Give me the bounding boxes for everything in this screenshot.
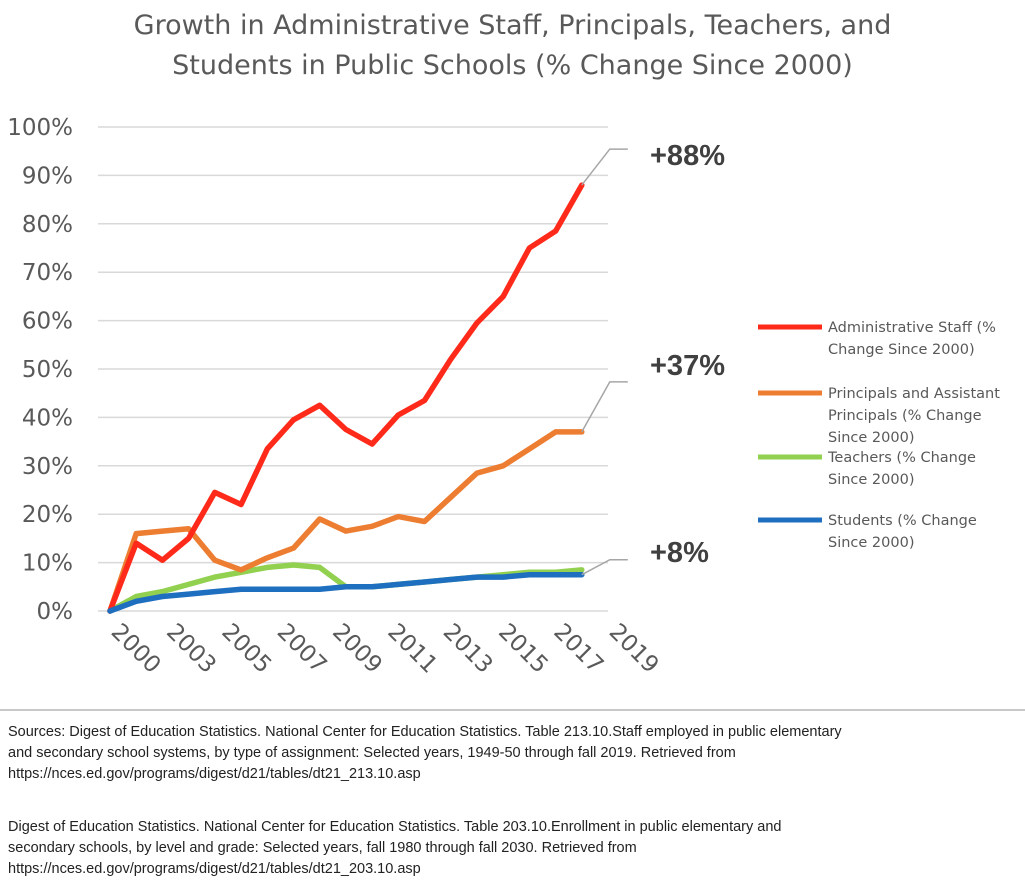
legend-entry-line: Teachers (% Change [827, 450, 976, 466]
source-1-link[interactable]: https://nces.ed.gov/programs/digest/d21/… [8, 766, 421, 782]
series-line-0 [107, 182, 585, 614]
legend-entry: Administrative Staff (% Change Since 2000… [828, 320, 996, 358]
y-tick-label: 20% [22, 502, 73, 528]
series-lines [107, 182, 585, 614]
x-tick-label: 2005 [216, 619, 276, 679]
x-tick-label: 2000 [106, 619, 166, 679]
source-2-line-1: Digest of Education Statistics. National… [8, 819, 782, 835]
callout-annotations: +88% +37% +8% [581, 140, 725, 576]
y-tick-label: 70% [22, 260, 73, 286]
legend-entry: Teachers (% Change Since 2000) [827, 450, 976, 488]
legend-entry-line: Students (% Change [828, 513, 977, 529]
divider [0, 709, 1025, 711]
legend-entry-line: Since 2000) [828, 472, 914, 488]
source-1-line-2: and secondary school systems, by type of… [8, 745, 736, 761]
x-tick-label: 2003 [161, 619, 221, 679]
source-citation-2: Digest of Education Statistics. National… [8, 817, 1013, 880]
y-tick-label: 60% [22, 309, 73, 335]
legend-entry: Students (% Change Since 2000) [828, 513, 977, 551]
source-2-line-2: secondary schools, by level and grade: S… [8, 840, 637, 856]
series-line-1 [107, 429, 585, 614]
x-tick-label: 2011 [382, 619, 442, 679]
legend-entry-line: Since 2000) [828, 535, 914, 551]
y-tick-label: 50% [22, 357, 73, 383]
series-line-3 [107, 571, 585, 614]
line-chart: 0%10%20%30%40%50%60%70%80%90%100% 200020… [7, 115, 1000, 679]
x-tick-label: 2009 [327, 619, 387, 679]
x-tick-label: 2007 [272, 619, 332, 679]
callout-leader [581, 381, 628, 433]
source-1-line-1: Sources: Digest of Education Statistics.… [8, 724, 842, 740]
source-citation-1: Sources: Digest of Education Statistics.… [8, 722, 1013, 785]
chart-title: Growth in Administrative Staff, Principa… [0, 6, 1025, 86]
y-tick-label: 40% [22, 405, 73, 431]
callout-label: +8% [650, 537, 709, 569]
callout-label: +37% [650, 350, 725, 382]
y-tick-label: 90% [22, 163, 73, 189]
callout-label: +88% [650, 140, 725, 172]
y-tick-label: 80% [22, 212, 73, 238]
legend-entry: Principals and Assistant Principals (% Ch… [828, 386, 1000, 446]
x-tick-label: 2017 [548, 619, 608, 679]
y-tick-label: 0% [37, 599, 74, 625]
legend-entry-line: Administrative Staff (% [828, 320, 996, 336]
x-tick-label: 2019 [604, 619, 664, 679]
callout-leader [581, 148, 628, 186]
y-axis-tick-labels: 0% 10% 20% 30% 40% 50% 60% 70% 80% 90% 100% [7, 115, 73, 625]
chart-title-line-2: Students in Public Schools (% Change Sin… [172, 50, 853, 81]
callout-leader [581, 558, 628, 576]
legend-entry-line: Principals (% Change [828, 408, 982, 424]
gridlines [98, 126, 608, 612]
legend-entry-line: Principals and Assistant [828, 386, 1000, 402]
chart-title-line-1: Growth in Administrative Staff, Principa… [133, 10, 892, 41]
y-tick-label: 10% [22, 551, 73, 577]
legend-entry-line: Change Since 2000) [828, 342, 975, 358]
x-tick-label: 2015 [493, 619, 553, 679]
source-2-link[interactable]: https://nces.ed.gov/programs/digest/d21/… [8, 861, 421, 877]
y-tick-label: 30% [22, 454, 73, 480]
y-tick-label: 100% [7, 115, 73, 141]
x-tick-label: 2013 [438, 619, 498, 679]
legend-entry-line: Since 2000) [828, 430, 914, 446]
legend: Administrative Staff (% Change Since 2000… [758, 320, 1000, 551]
